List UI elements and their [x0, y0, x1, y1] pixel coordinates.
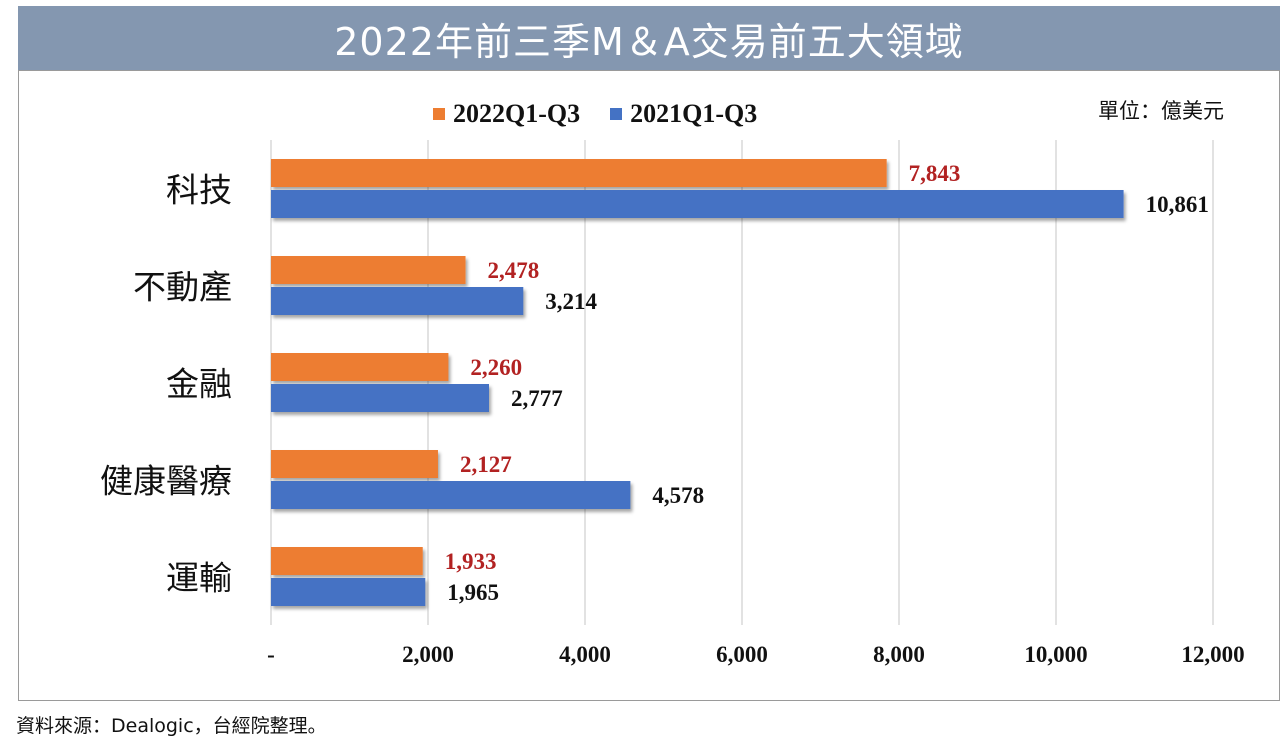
category-label: 運輸	[166, 559, 232, 598]
category-label: 科技	[166, 171, 232, 210]
bar	[271, 190, 1124, 218]
source-note: 資料來源：Dealogic，台經院整理。	[16, 715, 327, 737]
x-tick-label: 4,000	[559, 642, 611, 667]
x-tick-label: 2,000	[402, 642, 454, 667]
data-label: 7,843	[909, 161, 961, 186]
legend: 2022Q1-Q3 2021Q1-Q3	[433, 99, 757, 129]
data-label: 1,933	[445, 549, 497, 574]
x-tick-label: 12,000	[1181, 642, 1244, 667]
bar	[271, 450, 438, 478]
data-label: 2,777	[511, 386, 563, 411]
x-tick-label: 10,000	[1024, 642, 1087, 667]
x-tick-label: -	[267, 642, 275, 667]
bar	[271, 547, 423, 575]
x-tick-label: 8,000	[873, 642, 925, 667]
bar	[271, 578, 426, 606]
bar	[271, 384, 489, 412]
unit-label: 單位：億美元	[1098, 99, 1224, 123]
bar	[271, 159, 887, 187]
bar	[271, 287, 524, 315]
bar	[271, 353, 449, 381]
data-label: 2,260	[470, 355, 522, 380]
legend-label-2021: 2021Q1-Q3	[630, 99, 758, 128]
chart-title: 2022年前三季M＆A交易前五大領域	[18, 6, 1280, 70]
category-label: 健康醫療	[100, 462, 232, 501]
legend-swatch-2021	[610, 108, 623, 120]
data-label: 2,478	[488, 258, 540, 283]
legend-label-2022: 2022Q1-Q3	[453, 99, 581, 128]
data-label: 4,578	[652, 483, 704, 508]
data-label: 3,214	[545, 289, 597, 314]
x-tick-label: 6,000	[716, 642, 768, 667]
data-label: 1,965	[447, 580, 499, 605]
category-label: 金融	[166, 365, 232, 404]
data-label: 2,127	[460, 452, 512, 477]
legend-item-2021: 2021Q1-Q3	[610, 99, 757, 129]
bar	[271, 481, 631, 509]
bar	[271, 256, 466, 284]
data-label: 10,861	[1146, 192, 1209, 217]
legend-item-2022: 2022Q1-Q3	[433, 99, 580, 129]
legend-swatch-2022	[433, 108, 445, 120]
category-label: 不動產	[133, 268, 232, 307]
